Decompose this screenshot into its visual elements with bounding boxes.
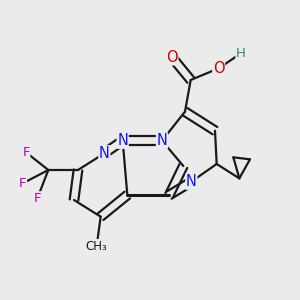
Text: O: O — [213, 61, 224, 76]
Text: H: H — [236, 47, 246, 60]
Text: CH₃: CH₃ — [86, 239, 107, 253]
Text: N: N — [99, 146, 110, 161]
Text: N: N — [186, 174, 197, 189]
Text: N: N — [117, 133, 128, 148]
Text: F: F — [19, 177, 26, 190]
Text: N: N — [157, 133, 167, 148]
Text: F: F — [34, 192, 41, 205]
Text: O: O — [166, 50, 178, 65]
Text: F: F — [22, 146, 30, 159]
